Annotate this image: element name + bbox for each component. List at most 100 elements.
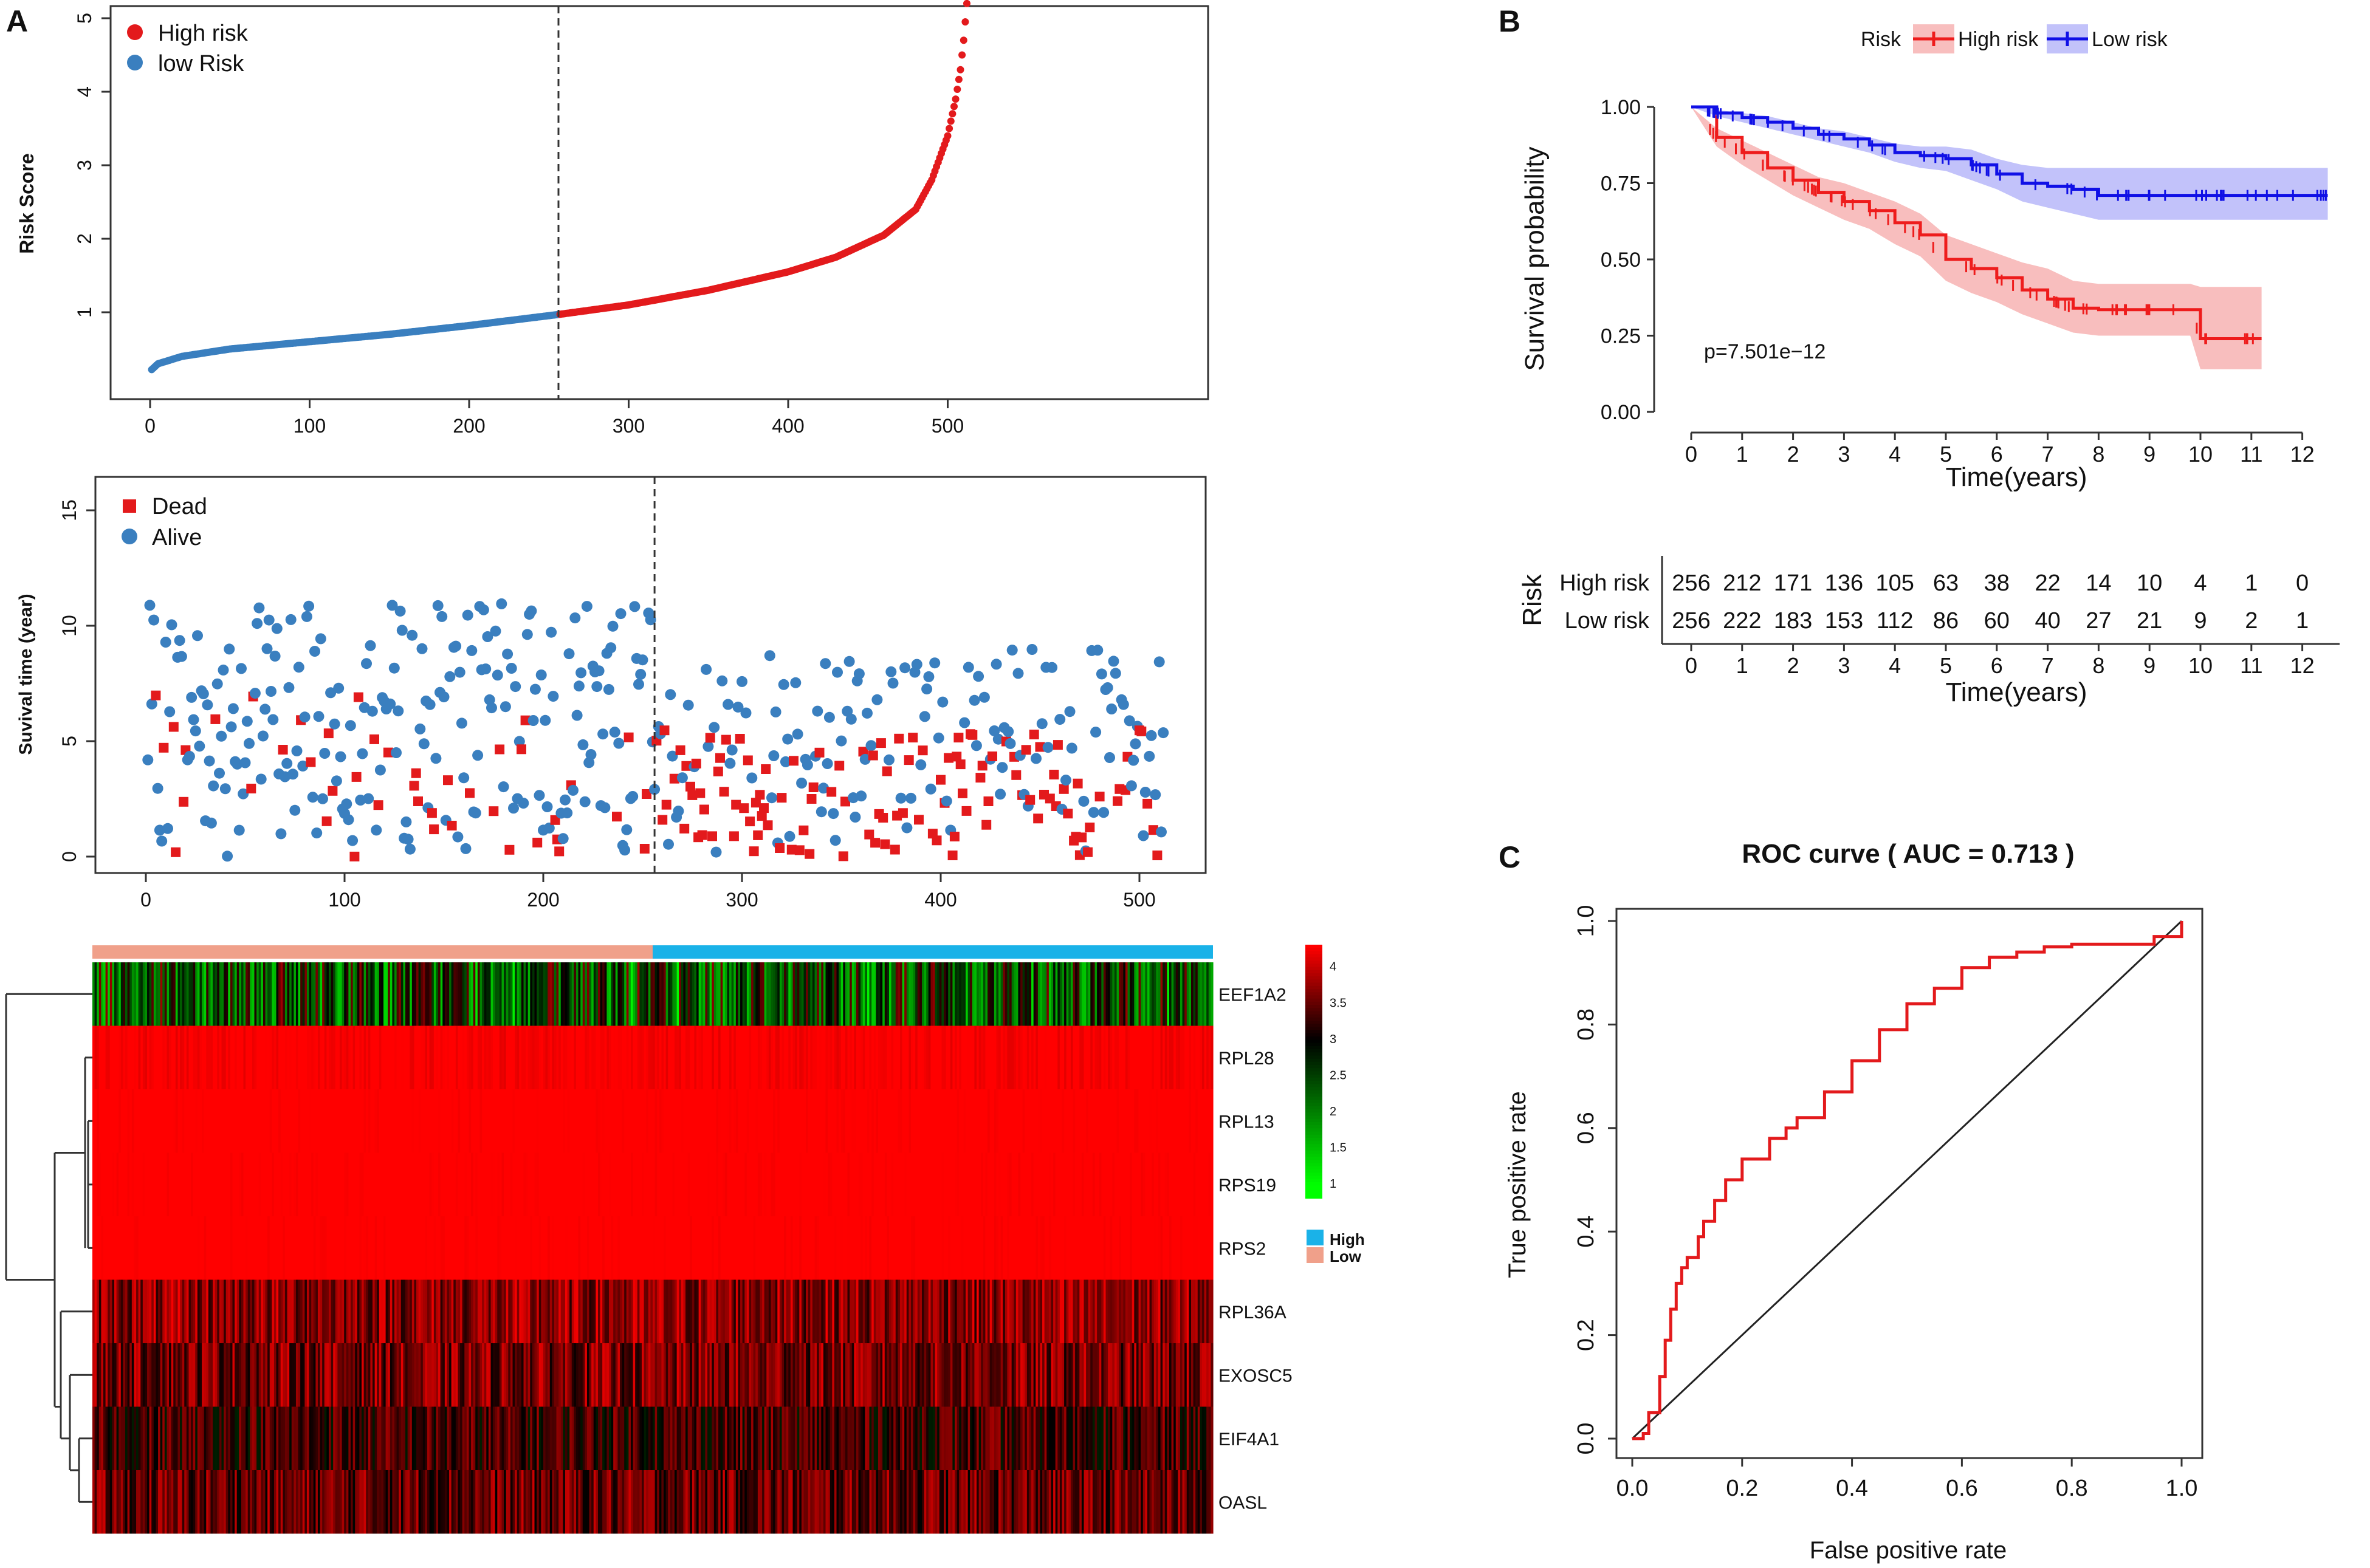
survival-point-dead (757, 811, 767, 821)
heatmap-cell (359, 1089, 362, 1153)
heatmap-cell (733, 1152, 737, 1216)
heatmap-cell (585, 1216, 588, 1280)
heatmap-cell (705, 962, 708, 1026)
heatmap-cell (869, 1216, 872, 1280)
heatmap-cell (718, 1216, 721, 1280)
heatmap-cell (475, 1089, 478, 1153)
panel-label-b: B (1499, 4, 1520, 38)
heatmap-cell (817, 1216, 820, 1280)
heatmap-cell (541, 1089, 544, 1153)
survival-point-alive (615, 608, 627, 620)
heatmap-cell (1201, 1089, 1205, 1153)
heatmap-cell (519, 962, 522, 1026)
survival-point-alive (301, 611, 312, 622)
heatmap-cell (1158, 1152, 1161, 1216)
survival-point-dead (1025, 795, 1036, 805)
heatmap-cell (755, 1089, 758, 1153)
heatmap-cell (440, 1216, 443, 1280)
heatmap-cell (97, 1152, 100, 1216)
heatmap-cell (295, 1216, 299, 1280)
heatmap-cell (373, 1025, 376, 1089)
heatmap-cell (615, 1025, 618, 1089)
heatmap-cell (337, 1216, 340, 1280)
heatmap-cell (972, 962, 975, 1026)
heatmap-cell (335, 1216, 338, 1280)
heatmap-cell (746, 1279, 750, 1343)
survival-point-alive (557, 833, 569, 844)
heatmap-cell (659, 1279, 662, 1343)
heatmap-cell (418, 1089, 421, 1153)
heatmap-cell (411, 1216, 415, 1280)
heatmap-cell (1029, 1279, 1032, 1343)
heatmap-cell (966, 1089, 969, 1153)
survival-point-alive (261, 643, 273, 654)
heatmap-cell (479, 1089, 483, 1153)
survival-point-alive (208, 780, 219, 792)
heatmap-cell (1123, 1216, 1126, 1280)
heatmap-cell (94, 962, 97, 1026)
heatmap-cell (164, 962, 168, 1026)
heatmap-cell (1040, 1216, 1043, 1280)
heatmap-cell (746, 962, 750, 1026)
heatmap-cell (532, 1025, 535, 1089)
heatmap-cell (585, 1025, 588, 1089)
heatmap-cell (217, 962, 220, 1026)
heatmap-cell (733, 1216, 737, 1280)
heatmap-cell (171, 1406, 174, 1470)
heatmap-cell (458, 1025, 461, 1089)
heatmap-cell (869, 1279, 872, 1343)
heatmap-cell (469, 1279, 472, 1343)
heatmap-cell (567, 1025, 570, 1089)
heatmap-cell (534, 962, 537, 1026)
heatmap-cell (499, 1089, 503, 1153)
heatmap-cell (797, 1152, 800, 1216)
heatmap-cell (315, 1089, 318, 1153)
heatmap-cell (1097, 1216, 1100, 1280)
heatmap-cell (565, 1025, 568, 1089)
heatmap-cell (644, 1343, 647, 1407)
heatmap-cell (1160, 1343, 1163, 1407)
heatmap-cell (560, 1152, 563, 1216)
heatmap-cell (479, 1216, 483, 1280)
heatmap-cell (156, 1152, 159, 1216)
heatmap-cell (392, 1343, 395, 1407)
survival-point-alive (236, 663, 247, 674)
heatmap-cell (1195, 1216, 1198, 1280)
heatmap-cell (558, 962, 562, 1026)
heatmap-cell (1066, 1152, 1069, 1216)
heatmap-cell (735, 1343, 739, 1407)
heatmap-cell (1044, 1343, 1047, 1407)
heatmap-cell (768, 1279, 772, 1343)
heatmap-cell (628, 962, 631, 1026)
heatmap-cell (451, 1216, 454, 1280)
heatmap-cell (177, 1406, 180, 1470)
risk-score-xtick-label: 100 (294, 415, 326, 437)
heatmap-cell (1099, 1216, 1102, 1280)
heatmap-cell (1048, 1025, 1052, 1089)
heatmap-cell (1169, 962, 1172, 1026)
heatmap-cell (228, 1216, 231, 1280)
heatmap-cell (707, 1152, 710, 1216)
heatmap-cell (263, 1343, 266, 1407)
heatmap-cell (654, 962, 658, 1026)
heatmap-cell (637, 1025, 640, 1089)
survival-point-dead (834, 761, 845, 771)
heatmap-cell (720, 1343, 723, 1407)
heatmap-cell (1204, 1279, 1207, 1343)
heatmap-cell (1009, 1089, 1012, 1153)
heatmap-cell (438, 1279, 441, 1343)
survival-point-dead (763, 820, 773, 830)
heatmap-cell (1103, 1089, 1107, 1153)
heatmap-cell (1000, 1089, 1003, 1153)
heatmap-cell (1101, 1343, 1104, 1407)
heatmap-cell (1003, 1152, 1006, 1216)
heatmap-cell (679, 1406, 682, 1470)
heatmap-cell (1099, 1152, 1102, 1216)
heatmap-cell (105, 1216, 108, 1280)
heatmap-cell (460, 1216, 463, 1280)
heatmap-cell (690, 1152, 693, 1216)
heatmap-cell (392, 1089, 395, 1153)
heatmap-cell (206, 1343, 209, 1407)
heatmap-cell (265, 1406, 268, 1470)
heatmap-cell (858, 1025, 861, 1089)
